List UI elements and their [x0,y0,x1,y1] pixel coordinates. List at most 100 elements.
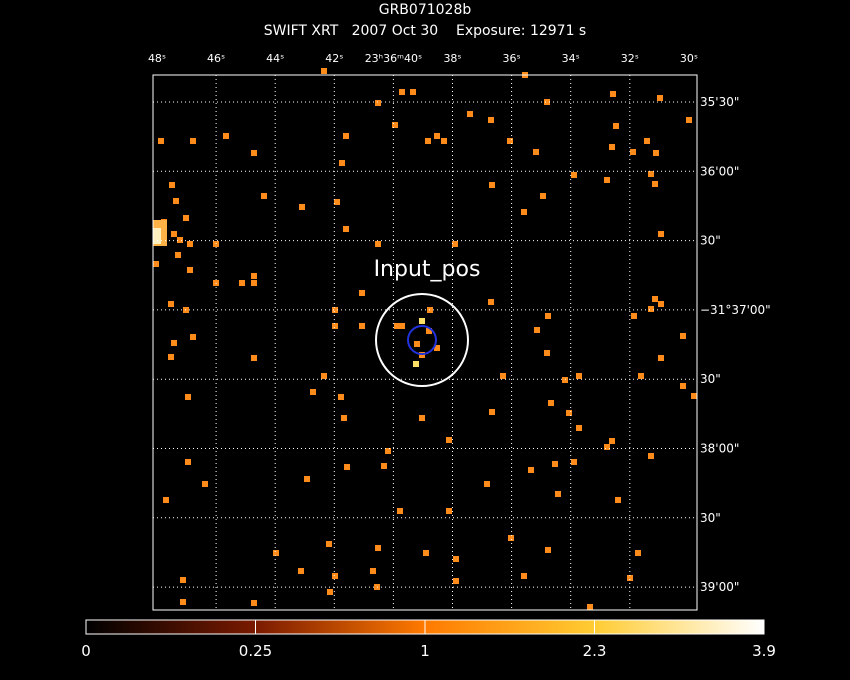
photon [399,89,405,95]
photon [298,568,304,574]
photon [423,550,429,556]
photon [571,459,577,465]
source-label: Input_pos [374,257,481,282]
photon [410,89,416,95]
photon [552,461,558,467]
photon [251,273,257,279]
photon [183,215,189,221]
photon [528,467,534,473]
photon [251,600,257,606]
photon [334,199,340,205]
photon [500,373,506,379]
photon [321,68,327,74]
ra-label: 23ʰ36ᵐ40ˢ [365,52,422,65]
photon [332,307,338,313]
photon [370,568,376,574]
photon [508,535,514,541]
photon [175,252,181,258]
photon [343,133,349,139]
photon [359,290,365,296]
photon [467,111,473,117]
photon [202,481,208,487]
photon [173,198,179,204]
photon [452,241,458,247]
photon [177,237,183,243]
photon [631,313,637,319]
bright-edge [153,228,161,244]
photon [171,231,177,237]
colorbar-label: 1 [420,642,430,660]
photon [441,138,447,144]
photon [545,313,551,319]
photon [426,328,432,334]
photon [158,138,164,144]
ra-label: 30ˢ [680,52,698,65]
photon [489,409,495,415]
ra-label: 48ˢ [148,52,166,65]
colorbar-label: 3.9 [752,642,776,660]
photon [446,508,452,514]
photon [610,91,616,97]
photon [446,437,452,443]
photon [648,306,654,312]
dec-label: −31°37'00" [700,303,771,317]
photon [521,573,527,579]
photon [648,171,654,177]
dec-label: 39'00" [700,580,739,594]
subtitle: SWIFT XRT 2007 Oct 30 Exposure: 12971 s [264,23,586,39]
photon [562,377,568,383]
photon [540,193,546,199]
photon [453,578,459,584]
photon [251,280,257,286]
photon [635,550,641,556]
photon [425,138,431,144]
ra-label: 38ˢ [443,52,461,65]
photon [327,589,333,595]
photon [648,453,654,459]
photon [571,172,577,178]
ra-label: 46ˢ [207,52,225,65]
photon [341,415,347,421]
photon [609,438,615,444]
colorbar-label: 0 [81,642,91,660]
photon [680,333,686,339]
photon [171,340,177,346]
ra-label: 36ˢ [503,52,521,65]
photon [375,241,381,247]
photon-events [153,68,697,610]
colorbar-label: 0.25 [239,642,272,660]
photon [434,345,440,351]
photon [381,463,387,469]
photon [627,575,633,581]
colorbar-label: 2.3 [583,642,607,660]
photon-bright [419,318,425,324]
photon [644,138,650,144]
photon [332,323,338,329]
photon [273,550,279,556]
ra-label: 34ˢ [562,52,580,65]
source-region [375,293,469,387]
photon [653,150,659,156]
photon [180,577,186,583]
photon [658,355,664,361]
photon [375,545,381,551]
photon [187,267,193,273]
photon [658,301,664,307]
photon [638,373,644,379]
photon [615,497,621,503]
photon [169,182,175,188]
photon [686,117,692,123]
dec-label: 35'30" [700,95,739,109]
ra-label: 32ˢ [621,52,639,65]
photon [163,497,169,503]
photon [484,481,490,487]
dec-label: 36'00" [700,164,739,178]
photon [604,444,610,450]
photon [321,373,327,379]
photon [544,99,550,105]
photon [604,177,610,183]
photon [168,301,174,307]
photon [239,280,245,286]
photon [251,150,257,156]
photon [185,394,191,400]
